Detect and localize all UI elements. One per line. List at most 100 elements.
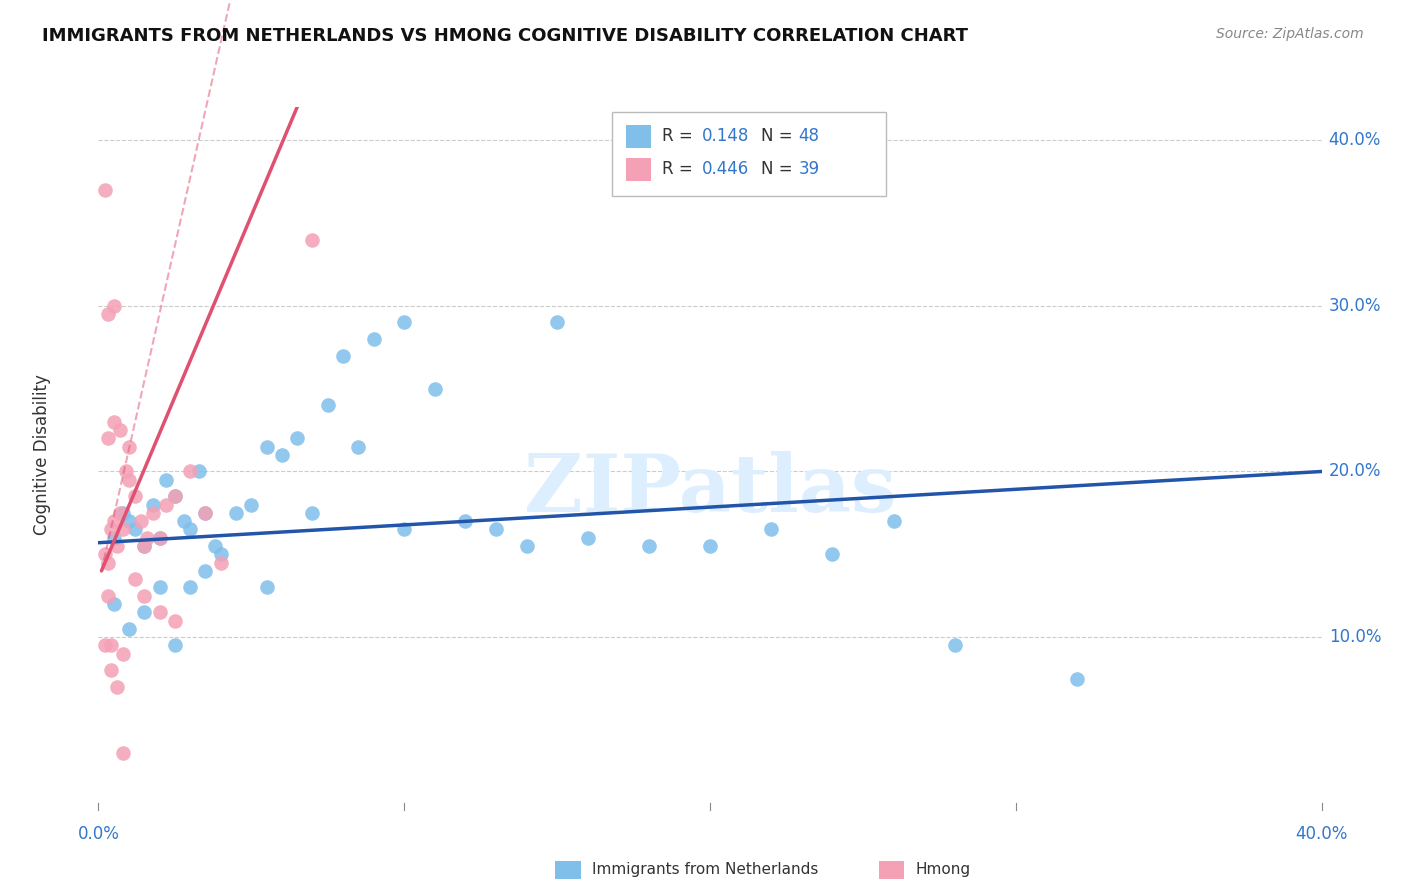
Text: Source: ZipAtlas.com: Source: ZipAtlas.com: [1216, 27, 1364, 41]
Point: [108, 506, 131, 520]
Text: IMMIGRANTS FROM NETHERLANDS VS HMONG COGNITIVE DISABILITY CORRELATION CHART: IMMIGRANTS FROM NETHERLANDS VS HMONG COG…: [42, 27, 969, 45]
Point: [105, 680, 128, 694]
Point: [363, 332, 385, 346]
Point: [97, 556, 120, 570]
Point: [546, 315, 568, 329]
Point: [759, 523, 782, 537]
Point: [118, 473, 141, 487]
Point: [194, 564, 217, 578]
Point: [270, 448, 292, 462]
Point: [100, 523, 122, 537]
Point: [821, 547, 844, 561]
Text: Immigrants from Netherlands: Immigrants from Netherlands: [592, 863, 818, 877]
Point: [118, 440, 141, 454]
Point: [103, 531, 125, 545]
Point: [118, 622, 141, 636]
Point: [134, 589, 156, 603]
Point: [423, 382, 446, 396]
Point: [516, 539, 538, 553]
Point: [142, 506, 165, 520]
Point: [163, 489, 186, 503]
Point: [637, 539, 661, 553]
Point: [485, 523, 508, 537]
Text: 48: 48: [799, 128, 820, 145]
Text: 40.0%: 40.0%: [1295, 825, 1348, 843]
Point: [108, 423, 131, 437]
Point: [142, 498, 165, 512]
Point: [163, 489, 186, 503]
Point: [149, 605, 172, 619]
Point: [225, 506, 247, 520]
Point: [111, 647, 134, 661]
Point: [883, 514, 905, 528]
Point: [194, 506, 217, 520]
Point: [943, 639, 966, 653]
Point: [103, 415, 125, 429]
Point: [93, 547, 115, 561]
Point: [149, 531, 172, 545]
Point: [103, 299, 125, 313]
Point: [155, 498, 177, 512]
Point: [209, 556, 232, 570]
Point: [97, 589, 120, 603]
Point: [454, 514, 477, 528]
Point: [392, 523, 416, 537]
Point: [301, 506, 323, 520]
Point: [129, 514, 152, 528]
Point: [179, 465, 201, 479]
Point: [392, 315, 416, 329]
Point: [179, 581, 201, 595]
Text: 0.446: 0.446: [702, 161, 749, 178]
Point: [97, 307, 120, 321]
Text: 40.0%: 40.0%: [1329, 131, 1381, 149]
Point: [155, 473, 177, 487]
Point: [316, 398, 339, 412]
Point: [149, 531, 172, 545]
Point: [209, 547, 232, 561]
Point: [1066, 672, 1088, 686]
Text: 39: 39: [799, 161, 820, 178]
Point: [100, 639, 122, 653]
Point: [118, 514, 141, 528]
Point: [173, 514, 195, 528]
Point: [111, 523, 134, 537]
Point: [285, 431, 308, 445]
Point: [100, 663, 122, 677]
Point: [256, 581, 278, 595]
Text: R =: R =: [662, 161, 699, 178]
Point: [576, 531, 599, 545]
Point: [240, 498, 263, 512]
Point: [124, 523, 146, 537]
Point: [134, 605, 156, 619]
Point: [204, 539, 226, 553]
Text: 0.148: 0.148: [702, 128, 749, 145]
Point: [188, 465, 211, 479]
Point: [103, 514, 125, 528]
Text: N =: N =: [761, 161, 797, 178]
Text: ZIPatlas: ZIPatlas: [524, 450, 896, 529]
Point: [163, 614, 186, 628]
Point: [111, 746, 134, 760]
Point: [194, 506, 217, 520]
Point: [179, 523, 201, 537]
Point: [97, 431, 120, 445]
Text: Hmong: Hmong: [915, 863, 970, 877]
Point: [103, 597, 125, 611]
Text: R =: R =: [662, 128, 699, 145]
Point: [163, 639, 186, 653]
Point: [256, 440, 278, 454]
Point: [301, 233, 323, 247]
Point: [93, 639, 115, 653]
Text: N =: N =: [761, 128, 797, 145]
Point: [134, 539, 156, 553]
Point: [105, 539, 128, 553]
Text: 10.0%: 10.0%: [1329, 628, 1381, 646]
Point: [134, 539, 156, 553]
Point: [124, 489, 146, 503]
Point: [699, 539, 721, 553]
Point: [93, 183, 115, 197]
Point: [136, 531, 159, 545]
Point: [347, 440, 370, 454]
Text: Cognitive Disability: Cognitive Disability: [34, 375, 51, 535]
Point: [115, 465, 138, 479]
